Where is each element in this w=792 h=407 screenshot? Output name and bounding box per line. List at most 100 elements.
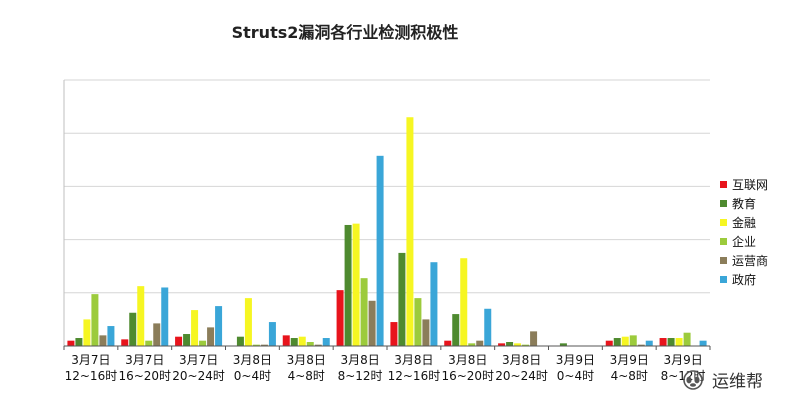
bar-政府-2 (215, 306, 223, 346)
x-tick-label: 20~24时 (495, 369, 548, 383)
x-tick-label: 0~4时 (234, 369, 271, 383)
bar-互联网-1 (121, 339, 129, 346)
legend-swatch-教育 (720, 200, 727, 207)
x-axis: 3月7日 12~16时 3月7日 16~20时 3月7日 20~24时 3月8日 0~4时 3月… (63, 345, 711, 383)
bar-互联网-5 (336, 290, 344, 346)
bar-教育-0 (75, 338, 83, 346)
legend-swatch-金融 (720, 219, 727, 226)
x-tick-label: 3月7日 (179, 353, 218, 367)
bar-运营商-4 (314, 344, 322, 346)
bar-金融-3 (244, 298, 252, 346)
bar-金融-0 (83, 319, 91, 346)
bar-教育-6 (398, 252, 406, 346)
watermark: 运维帮 (683, 370, 763, 392)
bar-政府-1 (161, 287, 169, 346)
x-tick-label: 3月9日 (610, 353, 649, 367)
bar-企业-7 (468, 343, 476, 346)
bar-政府-3 (268, 322, 276, 346)
watermark-text: 运维帮 (712, 372, 763, 392)
bar-政府-4 (322, 338, 330, 346)
bar-互联网-4 (282, 335, 290, 346)
bar-教育-3 (236, 336, 244, 346)
bar-教育-7 (452, 314, 460, 346)
x-tick-label: 3月8日 (448, 353, 487, 367)
x-tick-label: 3月9日 (663, 353, 702, 367)
bar-互联网-6 (390, 322, 398, 346)
x-tick-label: 12~16时 (388, 369, 441, 383)
x-tick-label: 0~4时 (557, 369, 594, 383)
legend-swatch-企业 (720, 238, 727, 245)
bar-金融-10 (621, 336, 629, 346)
bar-互联网-0 (67, 340, 75, 346)
bar-教育-4 (290, 338, 298, 346)
legend-label-政府: 政府 (732, 272, 756, 287)
bar-教育-9 (559, 343, 567, 346)
bar-金融-6 (406, 117, 414, 347)
bar-运营商-5 (368, 300, 376, 346)
x-tick-label: 16~20时 (441, 369, 494, 383)
bar-运营商-7 (476, 340, 484, 346)
bar-运营商-6 (422, 319, 430, 346)
bar-教育-1 (129, 312, 137, 346)
legend-swatch-运营商 (720, 257, 727, 264)
x-tick-label: 20~24时 (172, 369, 225, 383)
bar-运营商-1 (153, 323, 161, 346)
bar-互联网-2 (175, 336, 183, 346)
bar-教育-2 (183, 334, 191, 346)
bar-企业-2 (199, 340, 207, 346)
bar-运营商-3 (260, 344, 268, 346)
legend-label-教育: 教育 (732, 196, 756, 211)
bar-教育-11 (667, 338, 675, 346)
x-tick-label: 3月8日 (502, 353, 541, 367)
bar-政府-10 (645, 340, 653, 346)
bar-企业-4 (306, 342, 314, 346)
legend-label-企业: 企业 (732, 234, 756, 249)
bar-企业-3 (252, 344, 260, 346)
bar-互联网-8 (498, 343, 506, 346)
x-tick-label: 4~8时 (611, 369, 648, 383)
bar-政府-5 (376, 155, 384, 346)
paw-logo-icon (683, 370, 703, 390)
bar-金融-1 (137, 286, 145, 346)
bar-金融-2 (191, 310, 199, 346)
x-tick-label: 3月8日 (233, 353, 272, 367)
bar-政府-11 (699, 340, 707, 346)
bar-金融-7 (460, 258, 468, 346)
bars (67, 117, 707, 347)
bar-金融-4 (298, 336, 306, 346)
legend-swatch-政府 (720, 276, 727, 283)
x-tick-label: 3月8日 (394, 353, 433, 367)
bar-运营商-10 (637, 344, 645, 346)
x-tick-label: 12~16时 (65, 369, 118, 383)
bar-企业-10 (629, 335, 637, 346)
bar-金融-8 (514, 343, 522, 346)
x-tick-label: 8~12时 (338, 369, 383, 383)
x-tick-label: 3月7日 (71, 353, 110, 367)
bar-运营商-8 (530, 331, 538, 346)
legend-label-金融: 金融 (732, 215, 756, 230)
legend-swatch-互联网 (720, 181, 727, 188)
bar-互联网-11 (659, 338, 667, 346)
x-tick-label: 16~20时 (118, 369, 171, 383)
bar-企业-11 (683, 332, 691, 346)
grid (63, 79, 710, 346)
x-tick-label: 4~8时 (288, 369, 325, 383)
bar-金融-11 (675, 338, 683, 346)
legend-label-运营商: 运营商 (732, 253, 768, 268)
bar-运营商-2 (207, 327, 215, 346)
bar-教育-8 (506, 342, 514, 346)
x-tick-label: 8~12时 (661, 369, 706, 383)
bar-互联网-10 (605, 340, 613, 346)
bar-企业-0 (91, 294, 99, 346)
bar-教育-5 (344, 224, 352, 346)
bar-互联网-7 (444, 340, 452, 346)
bar-企业-1 (145, 340, 153, 346)
bar-政府-0 (107, 326, 115, 346)
bar-企业-8 (522, 344, 530, 346)
bar-企业-5 (360, 278, 368, 346)
x-tick-label: 3月9日 (556, 353, 595, 367)
x-tick-label: 3月8日 (287, 353, 326, 367)
legend-label-互联网: 互联网 (732, 178, 768, 192)
